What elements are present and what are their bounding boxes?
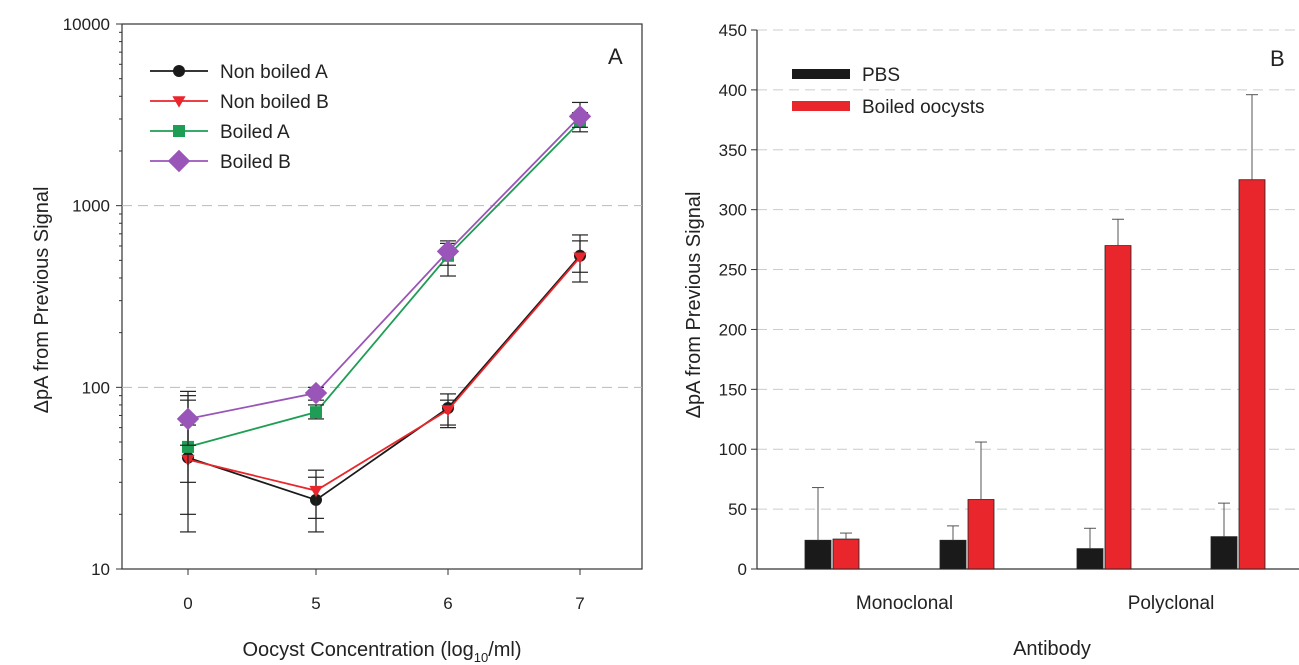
panel-a-x-ticks: 0 5 6 7 [183,569,585,613]
data-point [304,381,328,405]
data-point [441,405,455,417]
panel-b-x-tick-labels: Monoclonal Polyclonal [856,593,1214,614]
bar-boiled-oocysts [832,538,860,570]
x-tick-label: Monoclonal [856,593,953,614]
legend-marker [173,65,185,77]
panel-b-x-axis-label: Antibody [1013,638,1091,660]
x-tick-label: 6 [443,594,452,613]
legend-marker [167,149,191,173]
legend-marker [172,96,186,108]
data-point [310,406,322,419]
series-non-boiled-a [180,234,588,533]
bar-pbs [1210,536,1238,570]
x-tick-label: Polyclonal [1128,593,1215,614]
bar-pbs [939,539,967,570]
legend-label: Boiled B [220,152,291,173]
bar-boiled-oocysts [1238,179,1266,570]
y-tick-label: 300 [719,201,747,220]
panel-a-legend: Non boiled A Non boiled B Boiled A Boiled B [150,62,329,173]
x-tick-label: 5 [311,594,320,613]
panel-a-x-axis-label: Oocyst Concentration (log10/ml) [242,639,521,665]
data-point [573,252,587,264]
y-tick-label: 0 [738,560,747,579]
data-point [182,440,194,453]
legend-label: Non boiled A [220,62,328,83]
series-boiled-b [176,101,592,446]
panel-b-y-ticks: 0 50 100 150 200 250 300 350 400 450 [719,21,757,579]
panel-b-y-axis-label: ΔpA from Previous Signal [683,192,705,419]
y-tick-label: 450 [719,21,747,40]
y-tick-label: 50 [728,500,747,519]
panel-b-bars [804,94,1266,570]
legend-label: Boiled A [220,122,290,143]
bar-pbs [804,539,832,570]
y-tick-label: 10 [91,560,110,579]
y-tick-label: 200 [719,320,747,339]
panel-b-letter: B [1270,46,1285,71]
series-line [187,121,581,448]
y-tick-label: 100 [82,378,110,397]
panel-a-y-axis-label: ΔpA from Previous Signal [31,187,53,414]
y-tick-label: 350 [719,141,747,160]
y-tick-label: 10000 [63,15,110,34]
y-tick-label: 100 [719,440,747,459]
panel-b-legend: PBS Boiled oocysts [792,65,985,118]
x-tick-label: 7 [575,594,584,613]
panel-a-grid [122,205,642,388]
legend-label: Boiled oocysts [862,97,985,118]
bar-boiled-oocysts [967,499,995,570]
panel-a-y-ticks: 10 100 1000 10000 [63,15,122,579]
panel-a-series [176,101,592,533]
data-point [309,485,323,498]
series-line [187,256,581,492]
panel-a-letter: A [608,44,623,69]
y-tick-label: 250 [719,261,747,280]
data-point [568,105,592,128]
y-tick-label: 1000 [72,197,110,216]
panel-b-grid [757,29,1299,510]
x-tick-label: 0 [183,594,192,613]
data-point [176,407,200,431]
data-point [436,240,460,263]
series-non-boiled-b [180,240,588,519]
panel-a-plot-frame [121,23,643,570]
legend-marker [173,125,185,137]
series-line [187,115,581,420]
panel-b-bar-chart: 0 50 100 150 200 250 300 350 400 450 Monoclonal Po… [683,21,1299,660]
legend-label: Non boiled B [220,92,329,113]
y-tick-label: 400 [719,81,747,100]
legend-swatch [792,101,850,111]
bar-pbs [1076,548,1104,570]
y-tick-label: 150 [719,380,747,399]
bar-boiled-oocysts [1104,245,1132,570]
legend-swatch [792,69,850,79]
series-line [187,255,581,501]
legend-label: PBS [862,65,900,86]
